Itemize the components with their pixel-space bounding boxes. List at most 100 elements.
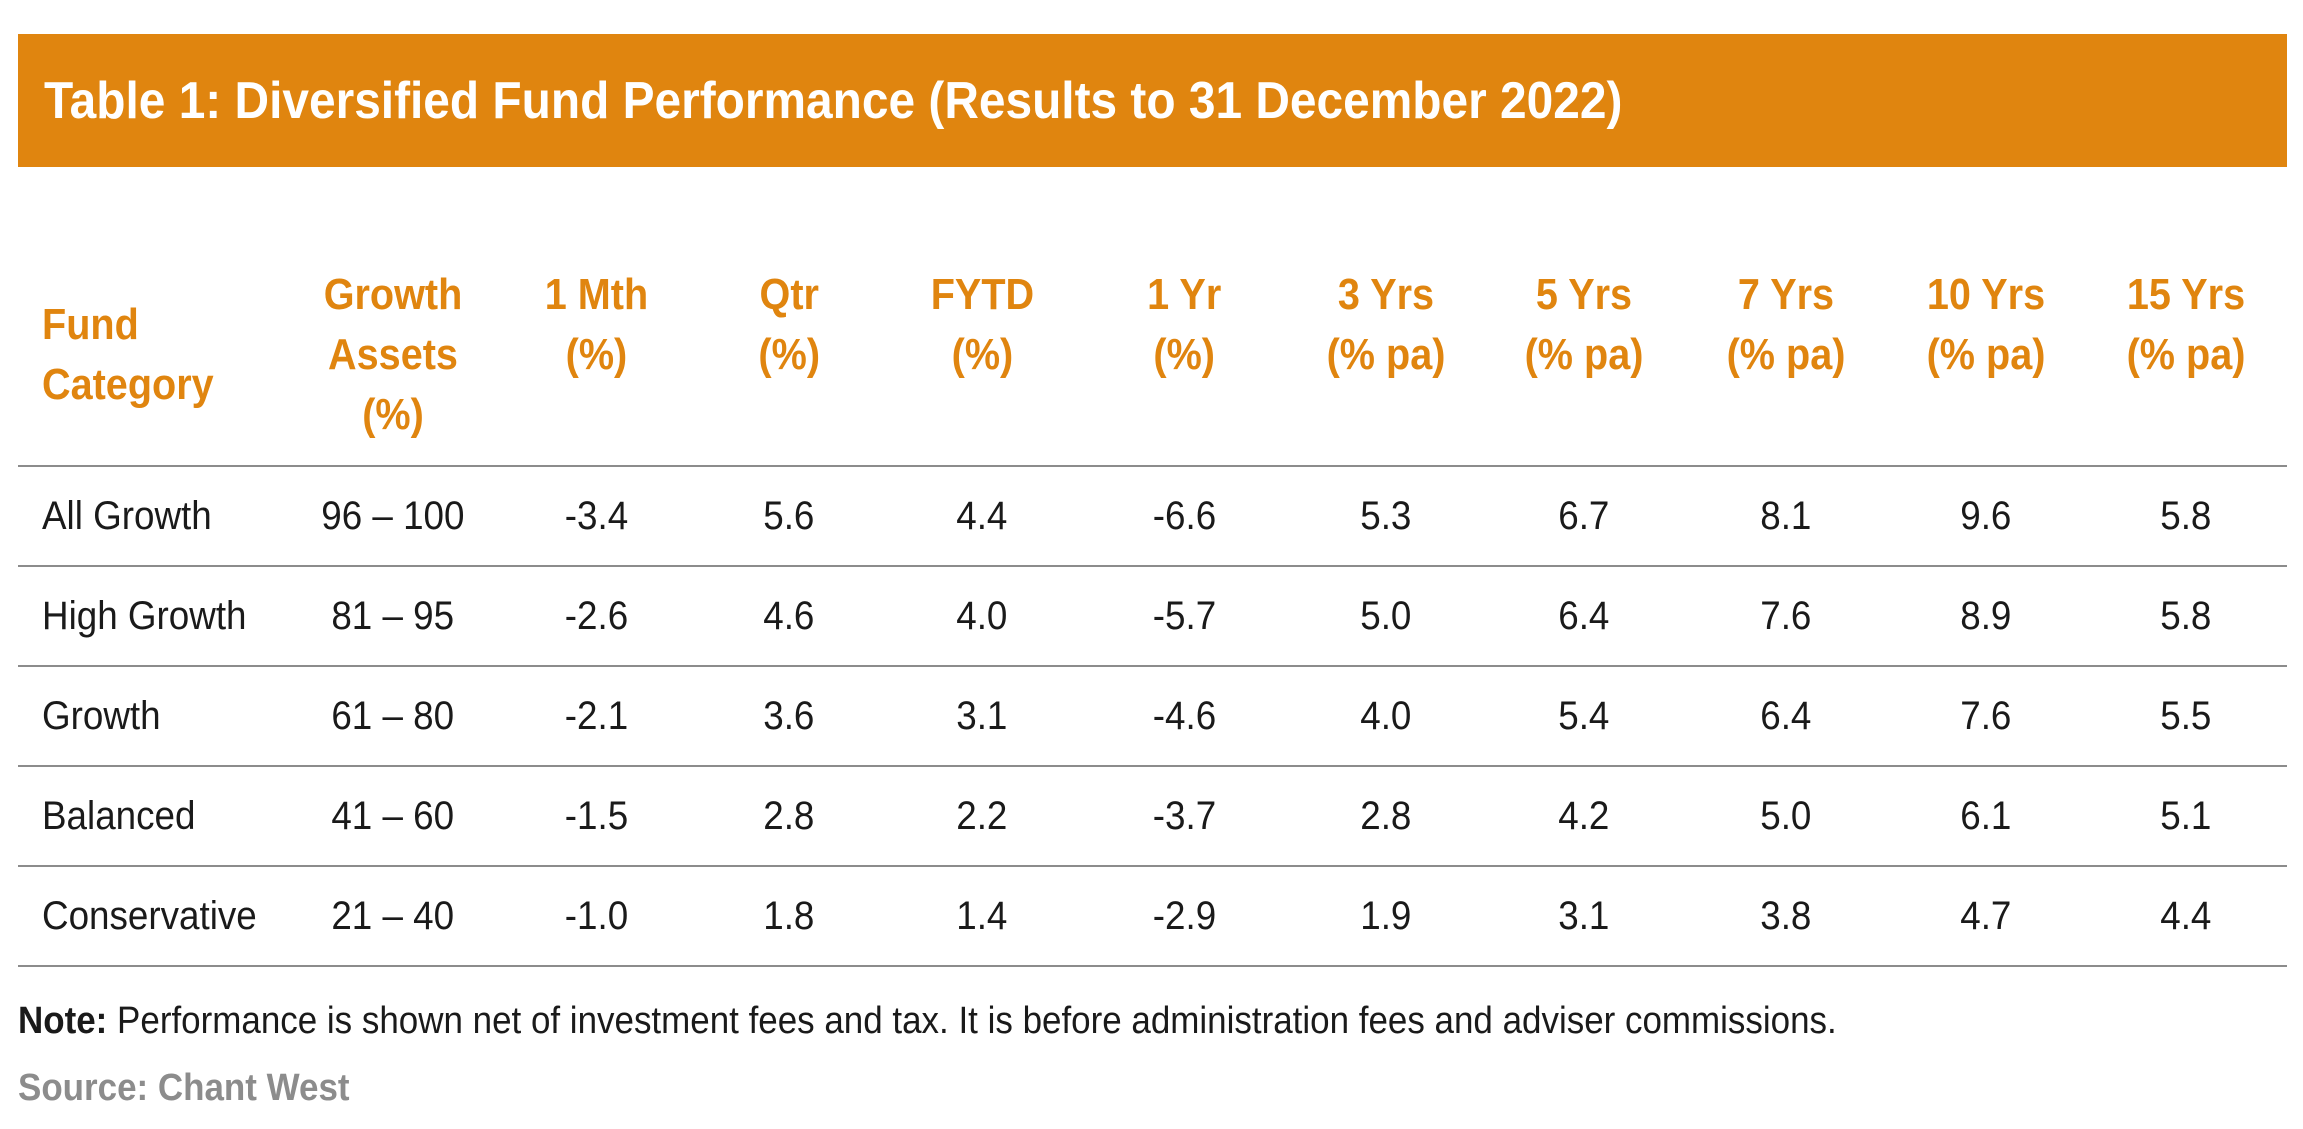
value-cell: 4.4: [2084, 866, 2287, 967]
value-cell: 2.8: [694, 766, 884, 867]
header-line: (% pa): [1926, 330, 2046, 379]
value-cell: 4.2: [1484, 766, 1684, 867]
header-line: (% pa): [2126, 330, 2245, 379]
header-line: 15 Yrs: [2126, 270, 2245, 319]
header-line: (% pa): [1726, 330, 1846, 379]
value-cell: 96 – 100: [288, 466, 498, 567]
fund-category-cell: Balanced: [18, 766, 288, 867]
column-header-5: 1 Yr (%): [1080, 245, 1288, 467]
fund-category-cell: High Growth: [18, 566, 288, 667]
value-cell: 3.8: [1684, 866, 1888, 967]
value-cell: 5.8: [2084, 466, 2287, 567]
value-cell: 4.4: [884, 466, 1080, 567]
table-row: All Growth 96 – 100 -3.4 5.6 4.4 -6.6 5.3 6.7 8.…: [18, 466, 2287, 567]
fund-category-cell: All Growth: [18, 466, 288, 567]
value-cell: 5.1: [2084, 766, 2287, 867]
value-cell: -4.6: [1080, 666, 1288, 767]
value-cell: 1.8: [694, 866, 884, 967]
title-banner: Table 1: Diversified Fund Performance (R…: [18, 34, 2287, 167]
header-line: Qtr: [759, 270, 819, 319]
header-line: 1 Yr: [1146, 270, 1222, 319]
value-cell: -2.9: [1080, 866, 1288, 967]
value-cell: -6.6: [1080, 466, 1288, 567]
column-header-8: 7 Yrs (% pa): [1684, 245, 1888, 467]
source: Source: Chant West: [18, 1067, 350, 1109]
fund-category-cell: Growth: [18, 666, 288, 767]
note: Note: Performance is shown net of invest…: [18, 1000, 1837, 1043]
column-header-fund-category: Fund Category: [18, 245, 288, 467]
value-cell: 4.7: [1888, 866, 2084, 967]
header-line: Category: [42, 360, 214, 409]
value-cell: 5.4: [1484, 666, 1684, 767]
column-header-4: FYTD (%): [884, 245, 1080, 467]
column-header-1: Growth Assets (%): [288, 245, 498, 467]
value-cell: 8.9: [1888, 566, 2084, 667]
header-line: (%): [362, 390, 424, 439]
value-cell: 7.6: [1684, 566, 1888, 667]
table-row: High Growth 81 – 95 -2.6 4.6 4.0 -5.7 5.0 6.4 7.…: [18, 566, 2287, 667]
value-cell: 1.4: [884, 866, 1080, 967]
value-cell: 4.0: [1288, 666, 1484, 767]
header-line: Fund: [42, 300, 139, 349]
value-cell: 6.4: [1684, 666, 1888, 767]
value-cell: 2.8: [1288, 766, 1484, 867]
header-line: (% pa): [1524, 330, 1644, 379]
value-cell: 3.6: [694, 666, 884, 767]
value-cell: 4.6: [694, 566, 884, 667]
value-cell: -2.6: [498, 566, 694, 667]
note-text: Performance is shown net of investment f…: [107, 1000, 1837, 1042]
header-line: 3 Yrs: [1337, 270, 1435, 319]
column-header-6: 3 Yrs (% pa): [1288, 245, 1484, 467]
value-cell: 1.9: [1288, 866, 1484, 967]
value-cell: 41 – 60: [288, 766, 498, 867]
header-line: Assets: [328, 330, 458, 379]
header-line: 1 Mth: [544, 270, 648, 319]
value-cell: 7.6: [1888, 666, 2084, 767]
header-line: (%): [758, 330, 820, 379]
fund-category-cell: Conservative: [18, 866, 288, 967]
value-cell: 61 – 80: [288, 666, 498, 767]
column-header-3: Qtr (%): [694, 245, 884, 467]
value-cell: 8.1: [1684, 466, 1888, 567]
header-row: Fund Category Growth Assets (%) 1 Mth (%) Qtr (%…: [18, 245, 2287, 467]
table-body: All Growth 96 – 100 -3.4 5.6 4.4 -6.6 5.3 6.7 8.…: [18, 466, 2287, 967]
value-cell: 6.1: [1888, 766, 2084, 867]
table-title: Table 1: Diversified Fund Performance (R…: [44, 71, 1623, 130]
value-cell: 5.0: [1684, 766, 1888, 867]
value-cell: -3.4: [498, 466, 694, 567]
column-header-2: 1 Mth (%): [498, 245, 694, 467]
performance-table: Fund Category Growth Assets (%) 1 Mth (%) Qtr (%…: [18, 245, 2287, 967]
column-header-10: 15 Yrs (% pa): [2084, 245, 2287, 467]
value-cell: 6.4: [1484, 566, 1684, 667]
table-row: Balanced 41 – 60 -1.5 2.8 2.2 -3.7 2.8 4.2 5.0 6.…: [18, 766, 2287, 867]
value-cell: -3.7: [1080, 766, 1288, 867]
value-cell: -2.1: [498, 666, 694, 767]
value-cell: 21 – 40: [288, 866, 498, 967]
header-line: FYTD: [930, 270, 1034, 319]
value-cell: 5.5: [2084, 666, 2287, 767]
column-header-7: 5 Yrs (% pa): [1484, 245, 1684, 467]
value-cell: 3.1: [1484, 866, 1684, 967]
value-cell: 4.0: [884, 566, 1080, 667]
header-line: Growth: [323, 270, 463, 319]
value-cell: 81 – 95: [288, 566, 498, 667]
header-line: 5 Yrs: [1535, 270, 1633, 319]
table-row: Conservative 21 – 40 -1.0 1.8 1.4 -2.9 1.9 3.1 3…: [18, 866, 2287, 967]
value-cell: 5.0: [1288, 566, 1484, 667]
table-row: Growth 61 – 80 -2.1 3.6 3.1 -4.6 4.0 5.4 6.4 7.6 5…: [18, 666, 2287, 767]
header-line: 10 Yrs: [1926, 270, 2046, 319]
value-cell: 5.6: [694, 466, 884, 567]
header-line: (%): [1153, 330, 1215, 379]
value-cell: -1.0: [498, 866, 694, 967]
header-line: (% pa): [1326, 330, 1446, 379]
value-cell: -1.5: [498, 766, 694, 867]
value-cell: 9.6: [1888, 466, 2084, 567]
value-cell: 5.8: [2084, 566, 2287, 667]
value-cell: 6.7: [1484, 466, 1684, 567]
header-line: 7 Yrs: [1737, 270, 1835, 319]
note-label: Note:: [18, 1000, 108, 1042]
value-cell: -5.7: [1080, 566, 1288, 667]
value-cell: 2.2: [884, 766, 1080, 867]
header-line: (%): [565, 330, 627, 379]
value-cell: 5.3: [1288, 466, 1484, 567]
